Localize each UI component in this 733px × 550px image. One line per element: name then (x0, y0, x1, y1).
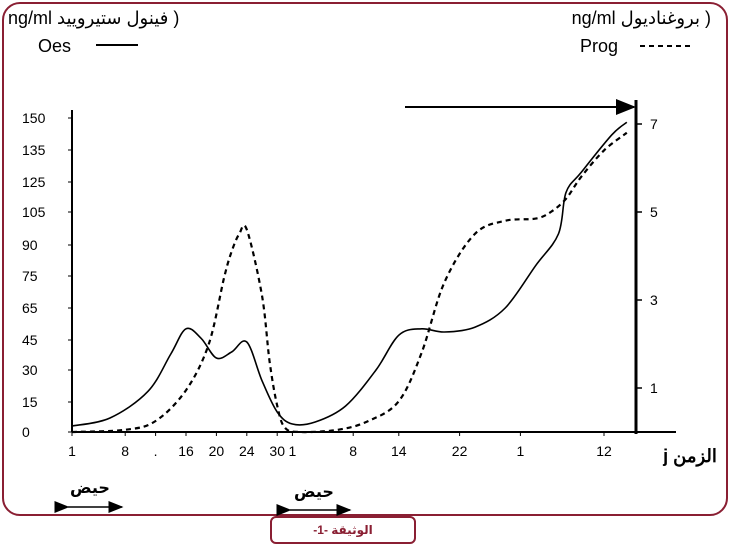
right-tick-label: 3 (650, 292, 658, 308)
right-tick-label: 7 (650, 116, 658, 132)
left-axis-title: ( فينول ستيروييد ng/ml (8, 8, 180, 28)
right-tick-label: 5 (650, 204, 658, 220)
x-tick-label: 12 (596, 443, 612, 459)
x-tick-label: 30 (269, 443, 285, 459)
period2-label: حيض (294, 484, 334, 501)
x-tick-label: . (154, 443, 158, 459)
x-tick-label: 8 (349, 443, 357, 459)
x-tick-label: 8 (121, 443, 129, 459)
period1-label: حيض (70, 480, 110, 497)
x-tick-label: 1 (517, 443, 525, 459)
left-tick-label: 65 (22, 300, 38, 316)
x-tick-label: 24 (239, 443, 255, 459)
x-tick-label: 1 (68, 443, 76, 459)
series-group (71, 121, 628, 434)
legend-prog-label: Prog (580, 36, 619, 56)
x-tick-label: 16 (178, 443, 194, 459)
left-tick-label: 90 (22, 237, 38, 253)
left-tick-label: 0 (22, 424, 30, 440)
left-tick-label: 105 (22, 204, 46, 220)
left-tick-label: 150 (22, 110, 46, 126)
series-oes-line (71, 121, 628, 427)
left-tick-label: 45 (22, 332, 38, 348)
right-tick-label: 1 (650, 380, 658, 396)
left-tick-label: 30 (22, 362, 38, 378)
right-axis-title: ( بروغناديول ng/ml (571, 8, 711, 28)
left-tick-label: 135 (22, 142, 46, 158)
left-tick-label: 15 (22, 394, 38, 410)
left-tick-label: 125 (22, 174, 46, 190)
x-tick-label: 20 (209, 443, 225, 459)
left-tick-label: 75 (22, 268, 38, 284)
document-label: الوثيقة -1- (270, 516, 416, 544)
figure-frame (2, 2, 728, 516)
x-tick-label: 22 (452, 443, 468, 459)
axes-group (71, 100, 676, 434)
legend-oes-label: Oes (38, 36, 72, 56)
series-prog-line (71, 131, 628, 434)
x-tick-label: 14 (391, 443, 407, 459)
x-axis-label: الزمن j (662, 446, 717, 467)
x-tick-label: 1 (289, 443, 297, 459)
